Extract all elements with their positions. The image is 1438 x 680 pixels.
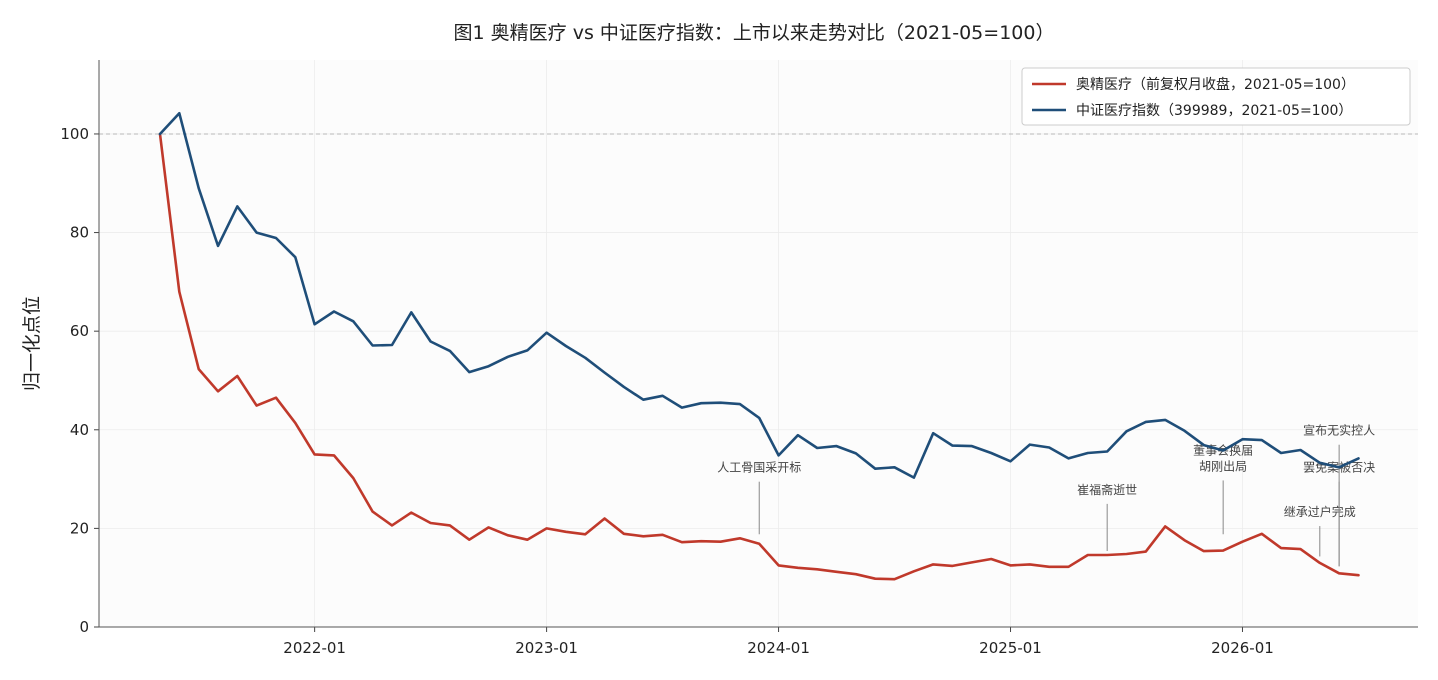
y-tick-label: 80	[70, 224, 89, 242]
annotation-label: 继承过户完成	[1284, 504, 1356, 519]
y-axis-label: 归一化点位	[21, 296, 43, 391]
legend: 奥精医疗（前复权月收盘，2021-05=100） 中证医疗指数（399989，20…	[1021, 67, 1411, 126]
y-tick-label: 100	[60, 125, 89, 143]
x-tick-label: 2024-01	[747, 639, 810, 657]
plot-background	[99, 60, 1418, 627]
chart-title: 图1 奥精医疗 vs 中证医疗指数：上市以来走势对比（2021-05=100）	[454, 22, 1055, 44]
x-tick-label: 2023-01	[515, 639, 578, 657]
legend-label: 中证医疗指数（399989，2021-05=100）	[1076, 103, 1352, 119]
series-line-aojing	[158, 132, 1360, 581]
y-tick-label: 20	[70, 519, 89, 537]
annotation-label: 人工骨国采开标	[717, 461, 801, 475]
legend-label: 奥精医疗（前复权月收盘，2021-05=100）	[1076, 76, 1355, 93]
y-tick-label: 0	[79, 618, 89, 636]
x-tick-label: 2022-01	[283, 639, 346, 657]
x-tick-label: 2025-01	[979, 639, 1042, 657]
annotation-label: 宣布无实控人	[1303, 423, 1375, 438]
annotation-label: 崔福斋逝世	[1077, 482, 1137, 497]
annotation-label: 胡刚出局	[1199, 459, 1247, 473]
y-tick-label: 40	[70, 421, 89, 439]
legend-box	[1021, 67, 1411, 126]
series-line-csi-medical	[158, 111, 1360, 479]
x-tick-label: 2026-01	[1211, 639, 1274, 657]
plot-area: 0 20 40 60 80 100 2022-01 2023-01 2024-01 2025-01…	[60, 60, 1418, 657]
y-tick-label: 60	[70, 322, 89, 340]
